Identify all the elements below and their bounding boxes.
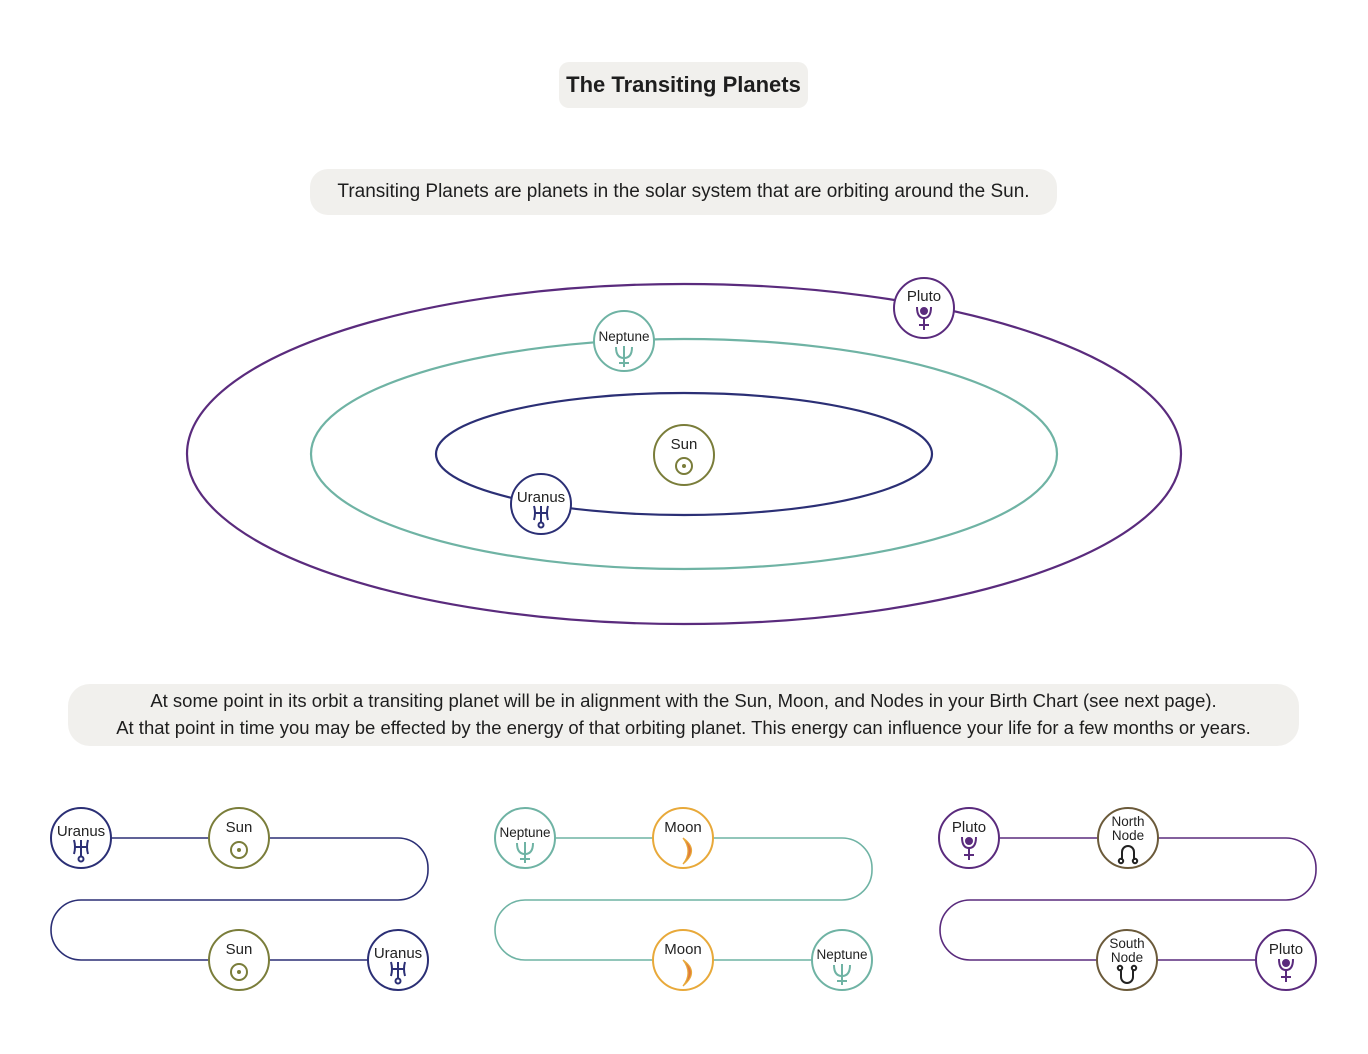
orbit-pluto: Pluto xyxy=(893,277,955,339)
svg-text:Pluto: Pluto xyxy=(952,819,986,836)
svg-text:Pluto: Pluto xyxy=(1269,941,1303,958)
pluto-orbit xyxy=(185,282,1183,626)
svg-text:Moon: Moon xyxy=(664,819,702,836)
svg-text:Moon: Moon xyxy=(664,941,702,958)
transit-neptune-moon-1: Moon xyxy=(652,807,714,869)
pluto-icon xyxy=(1278,958,1294,982)
transit-pluto-start: Pluto xyxy=(938,807,1000,869)
alignment-note-line-1: At some point in its orbit a transiting … xyxy=(150,690,1217,711)
uranus-icon xyxy=(390,961,406,985)
transit-uranus-start: Uranus xyxy=(50,807,112,869)
neptune-icon xyxy=(615,346,633,367)
intro-text: Transiting Planets are planets in the so… xyxy=(310,169,1057,215)
neptune-icon xyxy=(833,964,851,985)
pluto-icon xyxy=(916,306,932,330)
transit-pluto-south-node: South Node xyxy=(1096,929,1158,991)
neptune-icon xyxy=(516,842,534,863)
uranus-icon xyxy=(73,839,89,863)
transit-pluto-north-node: North Node xyxy=(1097,807,1159,869)
orbit-neptune: Neptune xyxy=(593,310,655,372)
orbit-uranus: Uranus xyxy=(510,473,572,535)
transit-uranus-sun-2: Sun xyxy=(208,929,270,991)
south-node-icon xyxy=(1116,964,1138,984)
sun-icon xyxy=(675,457,693,475)
transit-neptune-moon-2: Moon xyxy=(652,929,714,991)
svg-text:Node: Node xyxy=(1111,950,1143,965)
transit-uranus-end: Uranus xyxy=(367,929,429,991)
transit-diagram-pluto: Pluto North Node South Node xyxy=(938,807,1317,991)
transit-path-neptune xyxy=(494,837,873,961)
svg-text:North: North xyxy=(1111,814,1144,829)
pluto-icon xyxy=(961,836,977,860)
svg-text:Node: Node xyxy=(1112,828,1144,843)
transit-diagram-neptune: Neptune Moon Moon Neptune xyxy=(494,807,873,991)
orbit-sun: Sun xyxy=(653,424,715,486)
transit-diagram-uranus: Uranus Sun Sun Uranus xyxy=(50,807,429,991)
north-node-icon xyxy=(1117,845,1139,865)
alignment-note: At some point in its orbit a transiting … xyxy=(68,684,1299,746)
moon-icon xyxy=(682,959,693,987)
svg-text:Sun: Sun xyxy=(671,436,698,453)
transit-pluto-end: Pluto xyxy=(1255,929,1317,991)
svg-text:Neptune: Neptune xyxy=(598,329,649,344)
svg-text:Uranus: Uranus xyxy=(57,823,105,840)
transit-path-uranus xyxy=(50,837,429,961)
sun-icon xyxy=(230,841,248,859)
sun-icon xyxy=(230,963,248,981)
svg-text:South: South xyxy=(1109,936,1144,951)
svg-text:Uranus: Uranus xyxy=(374,945,422,962)
neptune-orbit xyxy=(309,337,1059,571)
svg-text:Uranus: Uranus xyxy=(517,489,565,506)
transit-neptune-start: Neptune xyxy=(494,807,556,869)
page-title: The Transiting Planets xyxy=(559,62,808,108)
moon-icon xyxy=(682,837,693,865)
transit-uranus-sun-1: Sun xyxy=(208,807,270,869)
alignment-note-line-2: At that point in time you may be effecte… xyxy=(116,717,1251,738)
svg-text:Pluto: Pluto xyxy=(907,288,941,305)
transit-neptune-end: Neptune xyxy=(811,929,873,991)
svg-text:Sun: Sun xyxy=(226,819,253,836)
uranus-icon xyxy=(533,505,549,529)
transit-path-pluto xyxy=(939,837,1317,961)
svg-text:Neptune: Neptune xyxy=(816,947,867,962)
svg-text:Neptune: Neptune xyxy=(499,825,550,840)
svg-text:Sun: Sun xyxy=(226,941,253,958)
uranus-orbit xyxy=(434,391,934,517)
